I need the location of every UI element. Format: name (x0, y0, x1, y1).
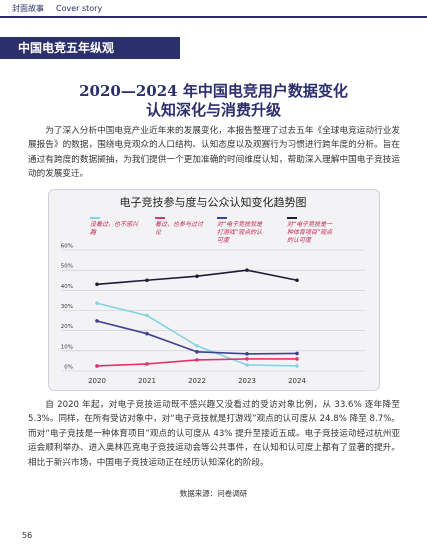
y-tick-label: 60% (61, 244, 73, 250)
y-tick-label: 50% (61, 264, 73, 270)
point (95, 301, 99, 306)
point (145, 331, 149, 336)
y-tick-label: 10% (61, 344, 73, 350)
line (96, 320, 298, 355)
point (145, 278, 149, 283)
point (95, 364, 99, 368)
chart-title: 电子竞技参与度与公众认知变化趋势图 (120, 195, 307, 209)
point (295, 364, 299, 368)
x-tick-label: 2024 (288, 377, 306, 385)
legend-label: 对“电子竞技就是打游戏”观点的认可度 (217, 221, 263, 244)
x-tick-label: 2021 (138, 377, 156, 385)
rule (0, 16, 427, 18)
x-tick-label: 2020 (88, 377, 106, 385)
point (245, 357, 249, 361)
y-tick-label: 40% (61, 284, 73, 290)
x-tick-label: 2022 (188, 377, 206, 385)
point (295, 278, 299, 283)
section: 封面故事 (12, 4, 44, 13)
source: 数据来源：问卷调研 (179, 489, 248, 498)
point (295, 357, 299, 361)
point (95, 319, 99, 323)
legend-label: 看过，也参与过讨论 (155, 221, 204, 236)
point (245, 352, 249, 356)
point (195, 274, 199, 279)
page-number: 56 (22, 531, 33, 540)
header: 封面故事 Cover story (12, 3, 114, 14)
legend-label: 没看过，也不感兴趣 (90, 221, 139, 236)
paragraph: 自 2020 年起，对电子竞技运动既不感兴趣又没看过的受访对象比例，从 33.6… (28, 400, 400, 468)
point (295, 351, 299, 356)
point (245, 268, 249, 272)
point (195, 350, 199, 354)
x-tick-label: 2023 (238, 377, 256, 385)
y-tick-label: 0% (64, 365, 73, 371)
legend-label: 对“电子竞技是一种体育项目”观点的认可度 (287, 221, 333, 244)
y-tick-label: 30% (61, 304, 73, 310)
point (145, 362, 149, 366)
y-tick-label: 20% (61, 324, 73, 330)
paragraph: 为了深入分析中国电竞产业近年来的发展变化，本报告整理了过去五年《全球电竞运动行业… (28, 126, 400, 180)
line (96, 302, 298, 367)
chart-box (48, 189, 380, 391)
point (245, 363, 249, 367)
subtitle: 认知深化与消费升级 (145, 101, 281, 119)
point (195, 358, 199, 362)
title: 2020—2024 年中国电竞用户数据变化 (79, 82, 348, 100)
point (145, 313, 149, 318)
banner: 中国电竞五年纵观 (0, 37, 180, 59)
point (95, 282, 99, 287)
point (195, 343, 199, 348)
section-en: Cover story (56, 4, 103, 13)
